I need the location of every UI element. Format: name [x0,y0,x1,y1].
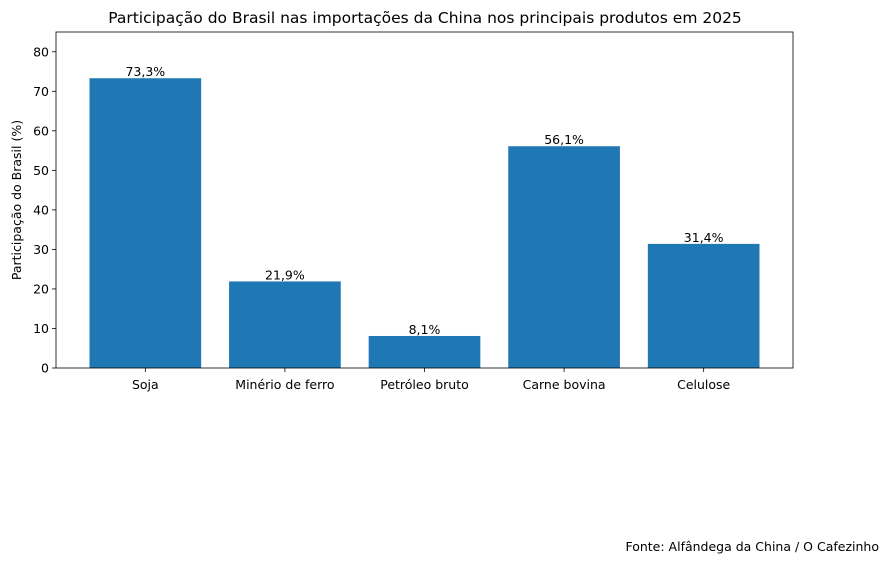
plot-frame [55,31,794,369]
chart-title: Participação do Brasil nas importações d… [108,9,742,27]
bar-3 [508,146,620,368]
bar-1 [229,281,341,368]
bar-4 [647,243,760,368]
y-axis-label: Participação do Brasil (%) [9,120,24,280]
x-tick-label: Carne bovina [523,377,606,392]
y-tick-label: 10 [33,321,49,336]
y-tick-label: 40 [33,202,49,217]
data-label: 8,1% [409,322,441,337]
y-tick-label: 20 [33,281,49,296]
source-note: Fonte: Alfândega da China / O Cafezinho [625,539,879,554]
data-label: 73,3% [125,64,165,79]
y-tick-label: 0 [41,361,49,376]
y-tick-label: 80 [33,44,49,59]
data-label: 21,9% [265,267,305,282]
x-tick-label: Soja [132,377,159,392]
data-label: 56,1% [544,132,584,147]
x-tick-label: Minério de ferro [235,377,334,392]
y-tick-label: 70 [33,84,49,99]
x-tick-label: Petróleo bruto [380,377,469,392]
y-tick-label: 60 [33,123,49,138]
y-tick-label: 30 [33,242,49,257]
y-tick-label: 50 [33,163,49,178]
data-label: 31,4% [684,230,724,245]
bar-0 [89,78,202,368]
x-tick-label: Celulose [677,377,730,392]
bar-2 [368,335,481,368]
